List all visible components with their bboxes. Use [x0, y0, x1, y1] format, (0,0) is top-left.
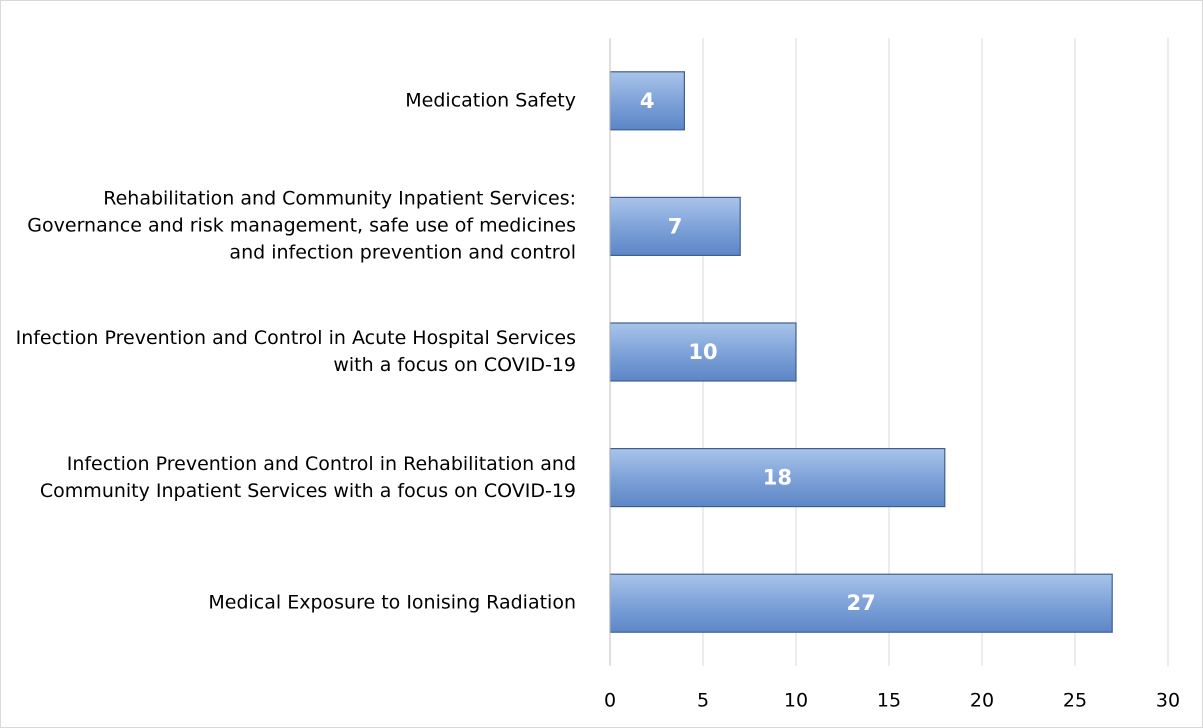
category-label: Rehabilitation and Community Inpatient S… [27, 187, 576, 264]
x-tick-label: 25 [1063, 690, 1087, 712]
value-label: 7 [668, 214, 683, 238]
category-label: Infection Prevention and Control in Reha… [39, 452, 576, 502]
bar [609, 196, 741, 256]
x-tick-label: 5 [697, 690, 709, 712]
x-tick-label: 30 [1156, 690, 1180, 712]
x-tick-label: 15 [877, 690, 901, 712]
value-label: 18 [763, 466, 792, 490]
category-label: Medical Exposure to Ionising Radiation [208, 591, 576, 614]
category-label: Infection Prevention and Control in Acut… [15, 327, 576, 376]
x-tick-label: 0 [604, 690, 616, 712]
value-label: 4 [640, 89, 655, 113]
category-label: Medication Safety [405, 89, 576, 112]
bar [609, 322, 797, 382]
x-tick-label: 20 [970, 690, 994, 712]
bar [609, 573, 1113, 633]
bar [609, 448, 946, 508]
x-tick-label: 10 [784, 690, 808, 712]
value-label: 10 [688, 340, 717, 364]
value-label: 27 [846, 591, 875, 615]
